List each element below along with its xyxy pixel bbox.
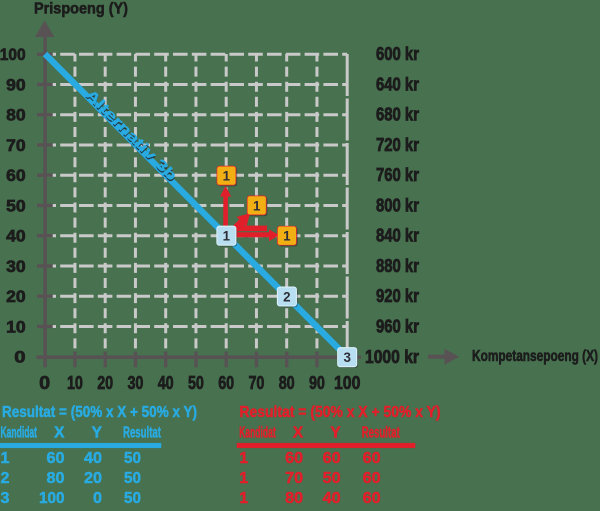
svg-text:Kandidat: Kandidat xyxy=(239,425,275,442)
svg-text:80: 80 xyxy=(47,470,65,487)
svg-text:X: X xyxy=(293,425,304,442)
svg-text:70: 70 xyxy=(285,470,303,487)
svg-text:40: 40 xyxy=(323,490,341,506)
svg-text:60: 60 xyxy=(6,167,26,185)
svg-text:640 kr: 640 kr xyxy=(376,75,419,95)
svg-text:1: 1 xyxy=(253,198,261,213)
svg-text:60: 60 xyxy=(363,490,381,506)
svg-text:30: 30 xyxy=(6,258,26,276)
svg-text:720 kr: 720 kr xyxy=(376,135,419,155)
svg-text:0: 0 xyxy=(14,349,25,367)
svg-text:10: 10 xyxy=(67,373,83,393)
svg-text:1: 1 xyxy=(239,470,248,487)
svg-text:50: 50 xyxy=(188,373,204,393)
svg-text:50: 50 xyxy=(124,490,141,506)
svg-text:1: 1 xyxy=(239,490,248,506)
svg-text:960 kr: 960 kr xyxy=(376,317,419,337)
svg-text:Resultat = (50% x X + 50% x Y): Resultat = (50% x X + 50% x Y) xyxy=(2,404,197,421)
svg-text:Resultat: Resultat xyxy=(123,425,161,442)
svg-text:10: 10 xyxy=(6,318,26,336)
svg-text:40: 40 xyxy=(158,373,174,393)
svg-text:2: 2 xyxy=(283,290,290,305)
svg-text:1: 1 xyxy=(283,229,291,244)
svg-text:60: 60 xyxy=(323,450,341,467)
svg-text:680 kr: 680 kr xyxy=(376,105,419,125)
svg-text:100: 100 xyxy=(0,46,26,64)
svg-text:20: 20 xyxy=(97,373,113,393)
svg-text:Resultat = (50% x X + 50% x Y): Resultat = (50% x X + 50% x Y) xyxy=(240,404,441,421)
svg-text:2: 2 xyxy=(1,470,10,487)
svg-text:X: X xyxy=(54,425,65,442)
svg-text:60: 60 xyxy=(47,450,65,467)
svg-text:50: 50 xyxy=(124,470,141,487)
svg-text:80: 80 xyxy=(279,373,295,393)
svg-text:60: 60 xyxy=(285,450,303,467)
svg-text:800 kr: 800 kr xyxy=(376,196,419,216)
svg-text:90: 90 xyxy=(309,373,325,393)
svg-text:20: 20 xyxy=(6,288,26,306)
svg-text:80: 80 xyxy=(285,490,303,506)
svg-text:760 kr: 760 kr xyxy=(376,165,419,185)
svg-text:100: 100 xyxy=(334,373,361,393)
svg-text:100: 100 xyxy=(39,490,65,506)
svg-text:840 kr: 840 kr xyxy=(376,226,419,246)
svg-text:60: 60 xyxy=(363,450,381,467)
svg-text:60: 60 xyxy=(218,373,234,393)
svg-text:50: 50 xyxy=(6,197,26,215)
svg-text:Prispoeng (Y): Prispoeng (Y) xyxy=(34,1,128,18)
svg-text:50: 50 xyxy=(323,470,341,487)
svg-text:880 kr: 880 kr xyxy=(376,256,419,276)
svg-text:0: 0 xyxy=(93,490,102,506)
svg-text:3: 3 xyxy=(343,350,350,365)
svg-text:600 kr: 600 kr xyxy=(376,44,419,64)
svg-text:80: 80 xyxy=(6,107,26,125)
svg-text:1: 1 xyxy=(1,450,10,467)
svg-text:920 kr: 920 kr xyxy=(376,286,419,306)
svg-text:30: 30 xyxy=(127,373,143,393)
svg-text:50: 50 xyxy=(124,450,141,467)
svg-text:70: 70 xyxy=(6,137,26,155)
svg-text:0: 0 xyxy=(39,373,50,393)
svg-text:Y: Y xyxy=(92,425,103,442)
svg-text:Y: Y xyxy=(330,425,341,442)
svg-text:Resultat: Resultat xyxy=(362,425,400,442)
svg-text:1000 kr: 1000 kr xyxy=(365,347,419,367)
svg-text:1: 1 xyxy=(239,450,248,467)
svg-text:1: 1 xyxy=(223,169,231,184)
svg-text:70: 70 xyxy=(248,373,264,393)
svg-text:90: 90 xyxy=(6,76,26,94)
svg-text:Kandidat: Kandidat xyxy=(1,425,37,442)
svg-text:60: 60 xyxy=(363,470,381,487)
svg-text:1: 1 xyxy=(223,229,231,244)
svg-text:3: 3 xyxy=(1,490,10,506)
svg-text:40: 40 xyxy=(6,228,26,246)
svg-text:Kompetansepoeng (X): Kompetansepoeng (X) xyxy=(472,348,598,365)
svg-text:40: 40 xyxy=(84,450,102,467)
svg-text:20: 20 xyxy=(84,470,102,487)
